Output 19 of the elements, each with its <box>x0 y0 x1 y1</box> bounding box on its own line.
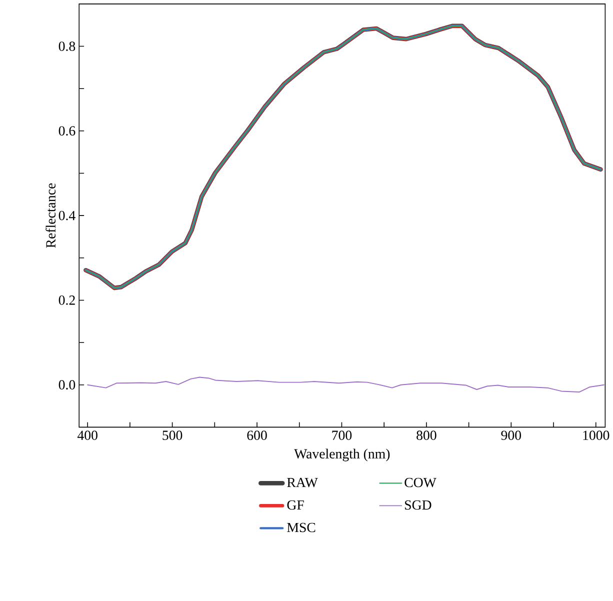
x-tick-label: 800 <box>416 430 436 440</box>
legend-label: MSC <box>287 522 316 532</box>
x-tick-label: 700 <box>332 430 352 440</box>
y-axis-title: Reflectance <box>46 183 56 248</box>
y-tick-label: 0.2 <box>58 295 75 305</box>
legend-label: COW <box>404 478 436 488</box>
x-tick-label: 400 <box>77 430 98 440</box>
x-tick-label: 900 <box>501 430 522 440</box>
x-tick-label: 500 <box>162 430 182 440</box>
x-axis-title: Wavelength (nm) <box>294 448 390 462</box>
legend-label: RAW <box>287 478 318 488</box>
legend-label: SGD <box>405 500 432 510</box>
legend-label: GF <box>287 500 304 510</box>
y-tick-label: 0.0 <box>58 380 76 390</box>
x-tick-label: 600 <box>247 430 267 440</box>
x-tick-label: 1000 <box>583 430 610 440</box>
y-tick-label: 0.8 <box>58 41 76 51</box>
y-tick-label: 0.6 <box>58 126 76 136</box>
y-tick-label: 0.4 <box>58 210 76 220</box>
